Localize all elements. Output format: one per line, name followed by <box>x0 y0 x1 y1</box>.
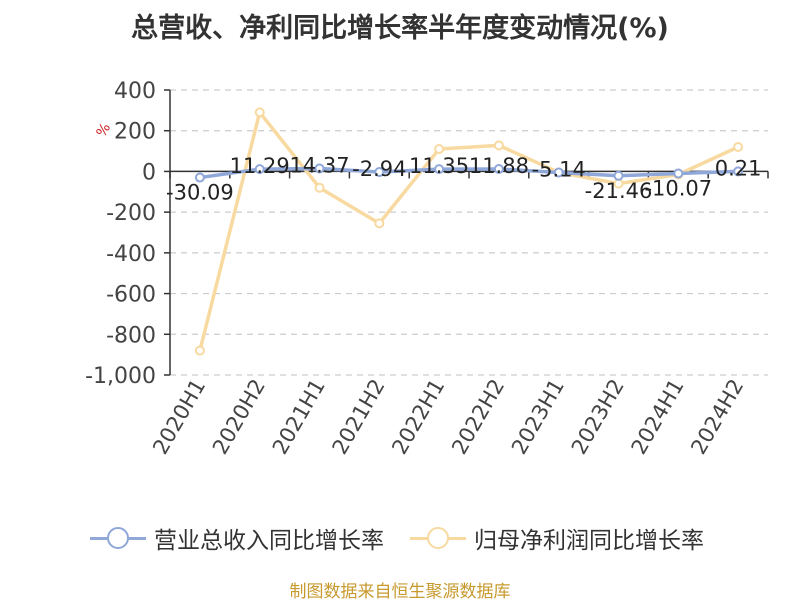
x-tick-label: 2024H2 <box>686 375 748 459</box>
data-point <box>314 163 325 174</box>
data-label: -10.07 <box>644 176 712 200</box>
y-axis-label: % <box>94 120 115 140</box>
data-point <box>493 164 504 175</box>
legend-marker-revenue <box>90 520 146 556</box>
legend-item-revenue[interactable]: 营业总收入同比增长率 <box>90 520 384 556</box>
data-point <box>613 170 624 181</box>
x-tick-label: 2021H2 <box>328 375 390 459</box>
data-point <box>254 107 265 118</box>
data-point <box>194 172 205 183</box>
data-point <box>374 218 385 229</box>
y-tick-label: -400 <box>106 242 156 267</box>
data-point <box>194 345 205 356</box>
data-label: -5.14 <box>532 157 586 181</box>
data-point <box>434 164 445 175</box>
series-line <box>198 110 739 351</box>
data-point <box>493 140 504 151</box>
data-label: 11.35 <box>409 154 469 178</box>
y-tick-label: -800 <box>106 323 156 348</box>
y-tick-label: -200 <box>106 201 156 226</box>
data-point <box>673 168 684 179</box>
data-point <box>254 164 265 175</box>
data-point <box>374 167 385 178</box>
x-tick-label: 2023H1 <box>507 375 569 459</box>
data-point <box>434 144 445 155</box>
legend-item-net-profit[interactable]: 归母净利润同比增长率 <box>410 520 704 556</box>
series-line <box>199 166 739 180</box>
x-tick-label: 2024H1 <box>627 375 689 459</box>
y-tick-label: 0 <box>142 160 156 185</box>
legend: 营业总收入同比增长率 归母净利润同比增长率 <box>0 520 800 556</box>
x-tick-label: 2021H1 <box>268 375 330 459</box>
data-label: 0.21 <box>715 156 762 180</box>
data-label: 11.88 <box>469 154 529 178</box>
legend-marker-net-profit <box>410 520 466 556</box>
data-point <box>553 167 564 178</box>
x-tick-label: 2020H1 <box>148 375 210 459</box>
data-label: -21.46 <box>585 179 653 203</box>
data-source-note: 制图数据来自恒生聚源数据库 <box>289 582 511 602</box>
y-tick-label: 200 <box>114 120 156 145</box>
y-tick-label: -600 <box>106 283 156 308</box>
data-label: -2.94 <box>352 157 406 181</box>
data-point <box>314 182 325 193</box>
data-label: -30.09 <box>166 181 234 205</box>
data-label: 11.29 <box>230 154 290 178</box>
y-tick-label: 400 <box>114 79 156 104</box>
x-tick-label: 2022H1 <box>387 375 449 459</box>
y-tick-label: -1,000 <box>85 364 156 389</box>
data-point <box>733 142 744 152</box>
data-label: 14.37 <box>289 154 349 178</box>
chart-title: 总营收、净利同比增长率半年度变动情况(%) <box>131 13 669 44</box>
x-tick-label: 2022H2 <box>447 375 509 459</box>
data-point <box>733 166 744 177</box>
x-tick-label: 2020H2 <box>208 375 270 459</box>
legend-label-revenue: 营业总收入同比增长率 <box>154 528 384 554</box>
x-tick-label: 2023H2 <box>567 375 629 459</box>
legend-label-net-profit: 归母净利润同比增长率 <box>474 528 704 554</box>
